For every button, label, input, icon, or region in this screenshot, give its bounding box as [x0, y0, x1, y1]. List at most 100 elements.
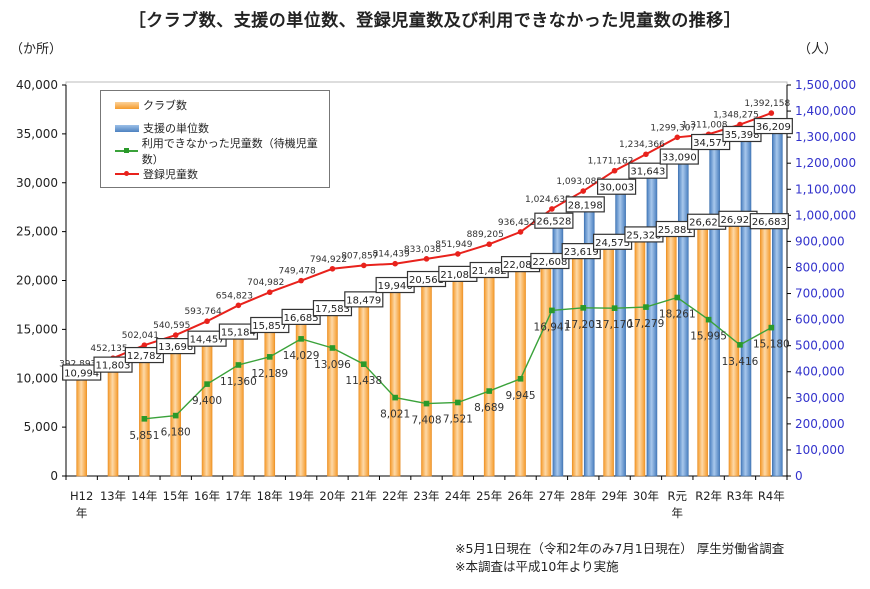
- bar-club: [634, 228, 646, 477]
- right-axis-tick-label: 700,000: [795, 287, 845, 301]
- label-waiting-children: 15,180: [753, 339, 790, 351]
- left-axis-tick-label: 15,000: [16, 322, 58, 336]
- right-axis-tick-label: 1,500,000: [795, 78, 856, 92]
- point-registered-children: [768, 110, 775, 116]
- right-axis-tick-label: 1,100,000: [795, 182, 856, 196]
- label-support-units-box: [628, 162, 668, 179]
- right-axis-tick-label: 400,000: [795, 365, 845, 379]
- point-registered-children: [172, 332, 179, 338]
- point-waiting-children: [204, 381, 210, 387]
- label-club-count: 26,683: [752, 217, 787, 228]
- label-club-count: 26,925: [720, 215, 755, 226]
- point-registered-children: [455, 251, 461, 257]
- right-axis-tick-label: 100,000: [795, 443, 845, 457]
- label-waiting-children: 8,689: [474, 402, 504, 414]
- x-axis-tick-label: H12年: [70, 489, 94, 520]
- right-axis-tick-label: 300,000: [795, 391, 845, 405]
- right-axis-unit: （人）: [798, 42, 838, 57]
- point-registered-children: [611, 167, 618, 174]
- x-axis-tick-label: 27年: [538, 489, 565, 503]
- bar-club: [233, 327, 244, 477]
- label-waiting-children: 14,029: [283, 350, 320, 362]
- notes: ※5月1日現在（令和2年のみ7月1日現在） 厚生労働省調査 ※本調査は平成10年…: [455, 540, 784, 576]
- point-registered-children: [392, 260, 398, 267]
- right-axis-tick-label: 900,000: [795, 234, 845, 248]
- note-1: ※5月1日現在（令和2年のみ7月1日現在） 厚生労働省調査: [455, 541, 785, 556]
- label-club-count-box: [561, 243, 601, 260]
- point-registered-children: [423, 256, 430, 262]
- label-registered-children: 1,024,635: [525, 195, 571, 205]
- label-waiting-children: 13,096: [314, 359, 351, 371]
- right-axis-tick-label: 1,200,000: [795, 156, 856, 170]
- label-registered-children: 794,922: [310, 255, 347, 265]
- x-axis-tick-label: 26年: [507, 489, 534, 503]
- label-club-count: 15,184: [221, 328, 256, 339]
- right-axis-tick-label: 1,400,000: [795, 104, 856, 118]
- label-club-count-box: [344, 291, 384, 308]
- x-axis-tick-label: 15年: [162, 489, 189, 503]
- label-club-count: 12,782: [127, 351, 162, 362]
- x-axis-tick-label: 29年: [601, 489, 628, 503]
- bar-club: [421, 274, 432, 477]
- x-axis-tick-label: 13年: [99, 489, 127, 503]
- bar-club: [76, 368, 87, 477]
- point-waiting-children: [361, 361, 367, 367]
- label-waiting-children: 5,851: [129, 430, 159, 442]
- x-axis-tick-label: 17年: [225, 489, 252, 503]
- point-waiting-children: [768, 324, 775, 331]
- bar-support-unit: [709, 137, 720, 477]
- label-waiting-children: 17,279: [628, 318, 665, 330]
- label-waiting-children: 17,170: [596, 319, 633, 331]
- label-registered-children: 704,982: [247, 278, 284, 288]
- legend-swatch-red-line: [115, 171, 139, 176]
- label-club-count: 21,482: [472, 266, 507, 277]
- left-axis-tick-label: 30,000: [16, 176, 58, 190]
- bar-club: [170, 341, 182, 477]
- point-registered-children: [204, 318, 210, 325]
- x-axis-tick-label: 25年: [476, 489, 503, 503]
- bar-support-unit: [740, 129, 752, 477]
- label-support-units: 28,198: [568, 200, 603, 211]
- point-waiting-children: [298, 336, 304, 342]
- label-waiting-children: 11,438: [345, 375, 382, 387]
- left-axis-tick-label: 20,000: [16, 274, 58, 288]
- label-club-count: 14,457: [190, 335, 225, 346]
- label-support-units-box: [565, 196, 605, 213]
- label-club-count: 13,698: [158, 342, 193, 353]
- point-waiting-children: [705, 316, 712, 323]
- bar-club: [515, 259, 526, 477]
- note-2: ※本調査は平成10年より実施: [455, 559, 619, 574]
- legend-label: 利用できなかった児童数（待機児童数）: [141, 137, 318, 166]
- label-club-count: 25,328: [626, 230, 661, 241]
- point-registered-children: [266, 289, 273, 296]
- label-club-count: 26,625: [689, 218, 724, 229]
- label-waiting-children: 7,408: [411, 415, 441, 427]
- legend-swatch-green-line: [115, 148, 138, 153]
- x-axis-tick-label: 24年: [444, 489, 471, 503]
- label-waiting-children: 18,261: [659, 308, 696, 320]
- bar-support-unit: [772, 121, 783, 477]
- legend-swatch-orange: [115, 101, 139, 109]
- point-waiting-children: [674, 294, 681, 301]
- bar-club: [389, 280, 401, 477]
- label-registered-children: 452,135: [90, 344, 127, 354]
- label-club-count-box: [281, 308, 321, 326]
- x-axis-tick-label: 30年: [632, 489, 659, 503]
- bar-support-unit: [583, 200, 595, 477]
- label-registered-children: 540,595: [153, 321, 190, 331]
- left-axis-tick-label: 25,000: [16, 225, 58, 239]
- point-waiting-children: [549, 307, 555, 314]
- label-club-count: 15,857: [252, 321, 287, 332]
- left-axis-tick-label: 0: [50, 469, 58, 483]
- point-waiting-children: [392, 394, 398, 401]
- label-support-units: 34,577: [693, 138, 728, 149]
- label-waiting-children: 13,416: [722, 356, 759, 368]
- point-waiting-children: [266, 354, 273, 360]
- label-club-count-box: [93, 356, 133, 373]
- label-registered-children: 889,205: [467, 230, 504, 240]
- x-axis-tick-label: R2年: [695, 489, 723, 503]
- bar-club: [665, 222, 677, 477]
- label-waiting-children: 11,360: [220, 376, 257, 388]
- label-club-count: 23,619: [564, 247, 599, 258]
- legend-label: 支援の単位数: [143, 122, 209, 135]
